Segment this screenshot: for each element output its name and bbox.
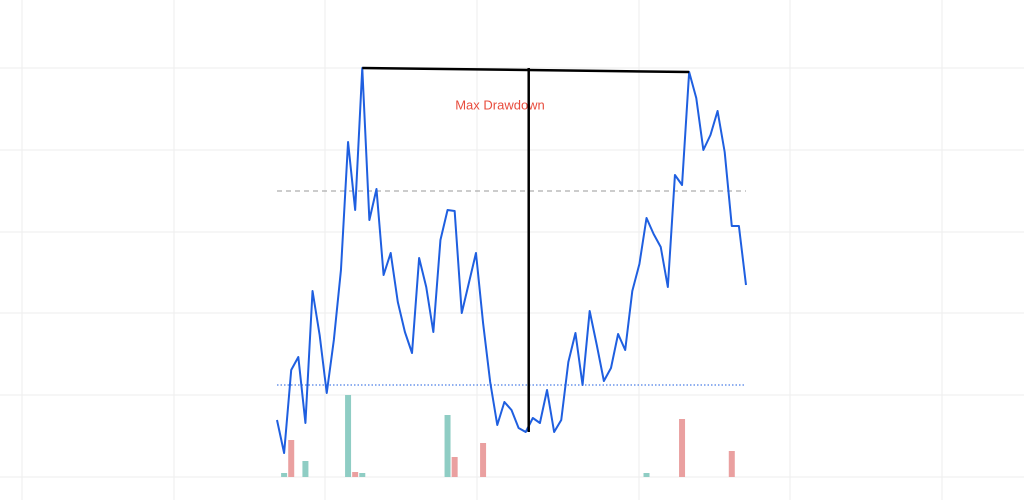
volume-bar bbox=[352, 472, 359, 477]
drawdown-top bbox=[362, 66, 690, 74]
price-line bbox=[276, 67, 747, 454]
volume-bar bbox=[480, 443, 487, 477]
annotation: Max Drawdown bbox=[455, 97, 545, 112]
volume-bar bbox=[728, 451, 735, 477]
volume-bar bbox=[281, 473, 288, 477]
volume-bar bbox=[359, 473, 366, 477]
volume-bar bbox=[288, 440, 295, 477]
volume-bar bbox=[345, 395, 352, 477]
volume-bar bbox=[643, 473, 650, 477]
volume-bar bbox=[451, 457, 458, 477]
volume-bar bbox=[302, 461, 309, 477]
volume-bar bbox=[444, 415, 451, 477]
volume-bar bbox=[679, 419, 686, 477]
